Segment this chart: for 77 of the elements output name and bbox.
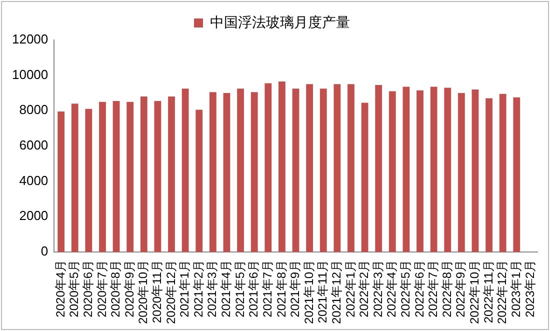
x-tick-label: 2021年10月 xyxy=(302,260,316,324)
bar xyxy=(168,96,175,252)
bar xyxy=(320,88,327,252)
y-tick-label: 8000 xyxy=(19,102,48,118)
bar xyxy=(444,88,452,252)
bar xyxy=(430,86,438,252)
x-tick-label: 2022年4月 xyxy=(384,260,399,318)
y-tick-label: 6000 xyxy=(19,138,48,153)
x-tick-label: 2021年8月 xyxy=(274,260,288,318)
bar xyxy=(375,85,382,252)
x-tick-label: 2022年7月 xyxy=(426,260,440,318)
x-tick-label: 2020年8月 xyxy=(108,260,123,318)
x-tick-label: 2023年2月 xyxy=(522,260,537,318)
x-tick-label: 2020年7月 xyxy=(94,260,109,318)
y-tick-label: 4000 xyxy=(19,172,48,188)
x-tick-label: 2022年10月 xyxy=(468,260,482,324)
bar xyxy=(416,90,424,252)
x-tick-label: 2021年3月 xyxy=(205,260,220,318)
bar xyxy=(58,112,65,252)
x-tick-label: 2021年12月 xyxy=(329,260,344,324)
bar xyxy=(348,84,354,252)
bar xyxy=(472,89,479,252)
bar xyxy=(140,96,148,252)
bar xyxy=(306,84,314,252)
bar xyxy=(126,102,134,252)
bar xyxy=(71,104,78,252)
x-tick-label: 2022年12月 xyxy=(495,260,510,324)
bar xyxy=(196,110,203,252)
bar xyxy=(264,83,272,252)
x-tick-label: 2020年9月 xyxy=(122,260,136,318)
x-tick-label: 2021年9月 xyxy=(288,260,302,318)
bar xyxy=(388,91,396,252)
legend-label: 中国浮法玻璃月度产量 xyxy=(210,14,350,30)
bar xyxy=(334,84,341,252)
bar xyxy=(99,102,106,252)
bar xyxy=(223,92,230,252)
bar xyxy=(513,97,520,252)
x-tick-label: 2020年10月 xyxy=(136,260,150,324)
x-tick-label: 2021年4月 xyxy=(219,260,234,318)
bar xyxy=(458,92,465,252)
x-tick-label: 2022年8月 xyxy=(440,260,454,318)
bar xyxy=(209,92,216,252)
bar xyxy=(486,98,492,252)
x-tick-label: 2022年5月 xyxy=(398,260,413,318)
x-tick-label: 2022年6月 xyxy=(412,260,426,318)
bar xyxy=(112,100,120,252)
x-tick-label: 2020年5月 xyxy=(67,260,82,318)
x-tick-label: 2023年1月 xyxy=(508,260,523,318)
bar xyxy=(250,92,258,252)
y-tick-label: 2000 xyxy=(19,208,48,224)
x-tick-label: 2020年12月 xyxy=(164,260,178,324)
x-tick-label: 2021年6月 xyxy=(246,260,261,318)
x-tick-label: 2022年3月 xyxy=(370,260,385,318)
x-tick-label: 2022年1月 xyxy=(343,260,358,318)
x-tick-label: 2021年5月 xyxy=(232,260,247,318)
x-tick-label: 2021年2月 xyxy=(191,260,206,318)
x-tick-label: 2020年6月 xyxy=(80,260,95,318)
bar xyxy=(237,88,244,252)
bar xyxy=(402,86,410,252)
x-tick-label: 2021年11月 xyxy=(316,260,330,324)
bar xyxy=(361,102,368,252)
x-tick-label: 2021年7月 xyxy=(260,260,274,318)
bar xyxy=(292,88,300,252)
bar xyxy=(85,108,92,252)
x-tick-label: 2022年2月 xyxy=(357,260,372,318)
x-tick-label: 2021年1月 xyxy=(178,260,192,318)
bar xyxy=(154,100,162,252)
bar xyxy=(499,94,506,252)
x-tick-label: 2020年4月 xyxy=(53,260,68,318)
y-tick-label: 0 xyxy=(40,244,48,259)
bar xyxy=(278,82,286,252)
x-tick-label: 2020年11月 xyxy=(150,260,164,324)
y-tick-label: 10000 xyxy=(12,66,48,82)
y-tick-label: 12000 xyxy=(12,32,48,47)
x-tick-label: 2022年11月 xyxy=(481,260,496,324)
bar xyxy=(182,88,189,252)
x-tick-label: 2022年9月 xyxy=(454,260,468,318)
